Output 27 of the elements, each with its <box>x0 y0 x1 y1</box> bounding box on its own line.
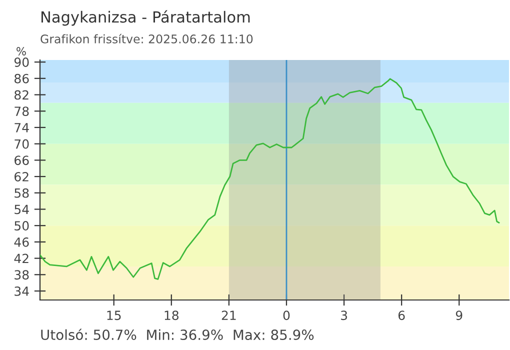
y-tick-label: 50 <box>14 221 29 231</box>
x-tick-label: 0 <box>283 310 290 320</box>
y-tick-label: 82 <box>14 90 28 100</box>
y-tick-label: 42 <box>14 254 28 264</box>
chart-title: Nagykanizsa - Páratartalom <box>42 10 250 26</box>
y-tick-label: 86 <box>14 74 29 84</box>
y-tick-label: 90 <box>14 58 29 67</box>
y-tick-label: 74 <box>14 123 29 132</box>
y-tick-label: 34 <box>14 286 29 296</box>
x-tick-label: 3 <box>341 310 348 320</box>
y-tick-label: 62 <box>14 172 28 182</box>
y-axis-title: % <box>16 47 26 56</box>
x-tick-label: 9 <box>456 310 462 320</box>
x-tick-label: 6 <box>398 310 405 320</box>
y-tick-label: 58 <box>14 188 29 198</box>
x-tick-label: 21 <box>222 310 236 320</box>
x-tick-label: 18 <box>164 310 178 320</box>
line-series <box>40 78 500 280</box>
x-tick-label: 15 <box>107 310 121 320</box>
y-tick-label: 66 <box>14 156 29 166</box>
text: Utolsó: 50.7% Min: 36.9% Max: 85.9% <box>41 328 314 340</box>
y-tick-label: 78 <box>14 106 29 116</box>
y-tick-label: 46 <box>14 237 29 247</box>
y-tick-label: 54 <box>14 204 29 214</box>
y-tick-label: 70 <box>14 139 29 149</box>
chart-subtitle: Grafikon frissítve: 2025.06.26 11:10 <box>40 34 253 44</box>
y-tick-label: 38 <box>14 270 29 280</box>
